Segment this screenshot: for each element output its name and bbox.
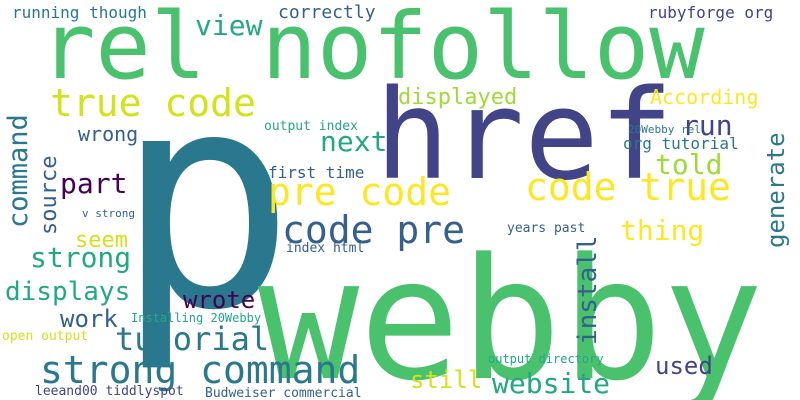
cloud-word-p: p: [115, 27, 296, 376]
cloud-word-index-html: index html: [286, 241, 364, 256]
cloud-word-still: still: [410, 366, 482, 394]
cloud-word-open-output: open output: [2, 329, 88, 344]
cloud-word-pre-code: pre code: [268, 170, 451, 214]
cloud-word-wrote: wrote: [183, 286, 255, 314]
cloud-word-output-index: output index: [264, 119, 358, 134]
cloud-word-displayed: displayed: [398, 85, 517, 110]
cloud-word-displays: displays: [5, 277, 130, 307]
cloud-word-org-tutorial: org tutorial: [623, 134, 739, 153]
cloud-word-used: used: [655, 352, 713, 380]
cloud-word-budweiser-commercial: Budweiser commercial: [205, 386, 362, 400]
cloud-word-href: href: [375, 64, 674, 208]
cloud-word-install: install: [573, 235, 603, 345]
cloud-word-according: According: [650, 85, 758, 109]
cloud-word-strong: strong: [30, 241, 131, 274]
cloud-word-output-directory: output directory: [488, 352, 604, 366]
cloud-word-20webby-rel: 20Webby rel: [628, 123, 701, 136]
cloud-word-run: run: [682, 109, 733, 142]
cloud-word-next: next: [320, 125, 387, 158]
cloud-word-tutorial: tutorial: [115, 320, 269, 358]
cloud-word-source: source: [37, 156, 62, 235]
cloud-word-generate: generate: [762, 132, 790, 248]
cloud-word-leeand00-tiddlyspot: leeand00 tiddlyspot: [35, 384, 184, 399]
cloud-word-v-strong: v strong: [82, 207, 135, 220]
cloud-word-correctly: correctly: [278, 2, 376, 23]
cloud-word-installing-20webby: Installing 20Webby: [131, 311, 261, 325]
cloud-word-wrong: wrong: [78, 122, 138, 146]
cloud-word-command: command: [3, 114, 34, 228]
cloud-word-true-code: true code: [50, 81, 256, 125]
cloud-word-strong-command: strong command: [40, 348, 360, 392]
cloud-word-rubyforge-org: rubyforge org: [648, 3, 773, 22]
cloud-word-thing: thing: [620, 214, 704, 247]
cloud-word-code-pre: code pre: [282, 208, 465, 252]
cloud-word-work: work: [60, 305, 118, 333]
cloud-word-code-true: code true: [525, 165, 731, 209]
cloud-word-told: told: [655, 148, 722, 181]
cloud-word-view: view: [195, 9, 263, 42]
cloud-word-part: part: [60, 167, 127, 200]
cloud-word-webby: webby: [258, 222, 764, 400]
cloud-word-running-though: running though: [12, 3, 147, 22]
cloud-word-years-past: years past: [507, 221, 585, 236]
cloud-word-website: website: [492, 367, 610, 400]
cloud-word-seem: seem: [75, 228, 128, 253]
cloud-word-first-time: first time: [268, 163, 364, 182]
cloud-word-rel-nofollow: rel nofollow: [40, 0, 705, 100]
